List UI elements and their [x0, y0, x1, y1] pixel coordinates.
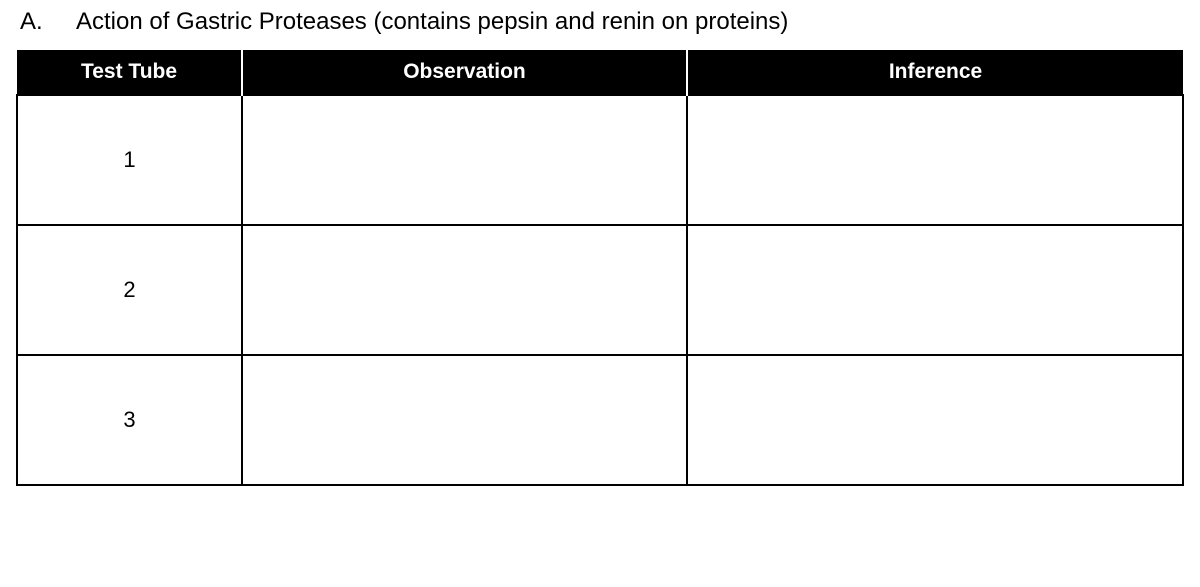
- cell-inference: [687, 95, 1183, 225]
- cell-test-tube: 2: [17, 225, 242, 355]
- cell-observation: [242, 355, 687, 485]
- table-row: 2: [17, 225, 1183, 355]
- col-header-inference: Inference: [687, 50, 1183, 95]
- cell-test-tube: 3: [17, 355, 242, 485]
- observation-table: Test Tube Observation Inference 1 2 3: [16, 50, 1184, 486]
- col-header-observation: Observation: [242, 50, 687, 95]
- table-header-row: Test Tube Observation Inference: [17, 50, 1183, 95]
- table-row: 1: [17, 95, 1183, 225]
- cell-inference: [687, 355, 1183, 485]
- cell-observation: [242, 95, 687, 225]
- section-letter: A.: [20, 8, 76, 36]
- cell-inference: [687, 225, 1183, 355]
- section-title: Action of Gastric Proteases (contains pe…: [76, 8, 788, 36]
- col-header-test-tube: Test Tube: [17, 50, 242, 95]
- cell-test-tube: 1: [17, 95, 242, 225]
- table-row: 3: [17, 355, 1183, 485]
- section-heading: A. Action of Gastric Proteases (contains…: [16, 8, 1184, 36]
- cell-observation: [242, 225, 687, 355]
